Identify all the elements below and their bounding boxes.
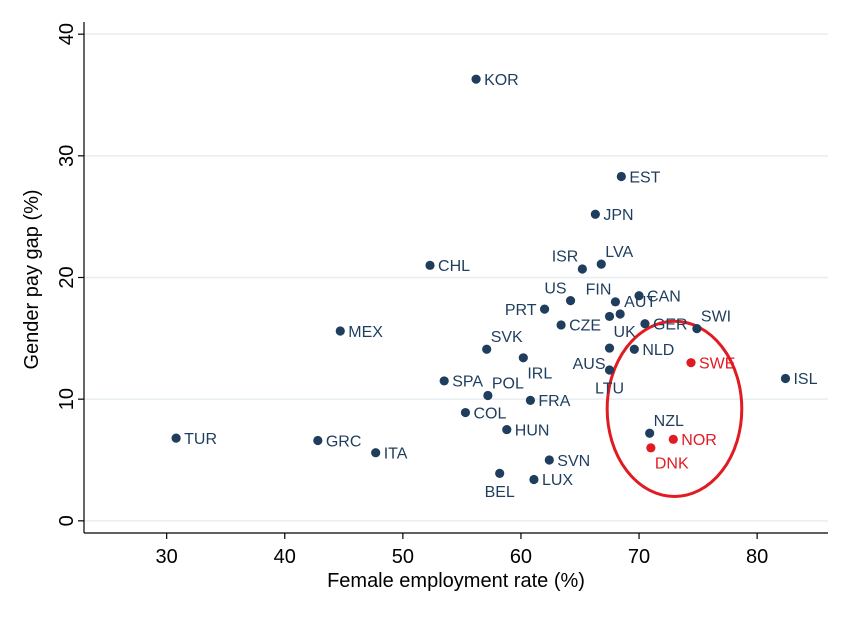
point-label-fra: FRA [538, 393, 570, 410]
grid-lines [84, 33, 828, 522]
point-label-swi: SWI [701, 308, 731, 325]
point-label-prt: PRT [505, 302, 537, 319]
point-uk [604, 311, 615, 322]
point-kor [471, 74, 481, 84]
point-label-dnk: DNK [655, 456, 689, 473]
point-label-ita: ITA [384, 445, 408, 462]
x-tick-label: 70 [628, 546, 650, 568]
point-label-chl: CHL [438, 258, 470, 275]
point-tur [171, 433, 181, 443]
x-tick-label: 30 [156, 546, 178, 568]
point-label-svn: SVN [557, 453, 590, 470]
highlight-ellipse-group [605, 319, 744, 498]
x-tick-label: 40 [274, 546, 296, 568]
point-prt [539, 304, 550, 314]
point-est [616, 171, 626, 182]
point-irl [518, 353, 528, 363]
point-mex [335, 326, 345, 336]
point-label-spa: SPA [452, 374, 483, 391]
point-svk [482, 344, 492, 354]
point-lux [529, 474, 539, 485]
point-label-kor: KOR [484, 72, 519, 89]
point-cze [556, 320, 566, 330]
y-axis-title: Gender pay gap (%) [21, 189, 43, 369]
point-dnk [646, 443, 656, 453]
point-lva [596, 259, 606, 269]
point-chl [425, 260, 435, 270]
y-tick-label: 20 [56, 266, 78, 288]
y-tick-label: 10 [56, 388, 78, 410]
point-label-uk: UK [614, 324, 637, 341]
point-nld [629, 344, 639, 354]
point-label-lva: LVA [605, 244, 633, 261]
point-label-ltu: LTU [595, 381, 624, 398]
point-label-bel: BEL [485, 484, 515, 501]
point-aus [604, 343, 615, 353]
point-label-ger: GER [653, 316, 688, 333]
y-tick-label: 40 [56, 23, 78, 45]
point-label-us: US [544, 280, 566, 297]
point-label-est: EST [629, 169, 660, 186]
point-label-jpn: JPN [603, 207, 633, 224]
point-label-nld: NLD [642, 342, 674, 359]
point-label-irl: IRL [527, 366, 552, 383]
point-label-svk: SVK [491, 329, 523, 346]
point-svn [544, 455, 554, 465]
point-spa [439, 376, 449, 386]
point-nor [668, 434, 678, 444]
point-pol [483, 390, 493, 401]
point-label-hun: HUN [515, 422, 550, 439]
x-tick-label: 60 [510, 546, 532, 568]
data-points: KOR EST JPN CHL LVA ISR FIN CAN US PRT AUT UK CZE GER… [171, 72, 818, 501]
point-us [565, 296, 576, 306]
point-label-isr: ISR [552, 249, 579, 266]
point-label-swe: SWE [699, 355, 735, 372]
point-label-pol: POL [492, 375, 524, 392]
point-bel [495, 468, 505, 478]
axes: 0 10 20 30 40 30 40 50 60 70 80 [56, 22, 828, 568]
point-label-isl: ISL [793, 371, 817, 388]
y-tick-label: 0 [56, 515, 78, 526]
point-swe [686, 358, 696, 368]
highlight-ellipse [605, 319, 744, 498]
point-label-tur: TUR [184, 431, 217, 448]
point-col [460, 407, 471, 418]
point-isr [577, 264, 587, 274]
point-jpn [590, 209, 600, 219]
point-hun [502, 424, 512, 435]
x-tick-label: 80 [746, 546, 768, 568]
y-tick-label: 30 [56, 145, 78, 167]
x-tick-label: 50 [392, 546, 414, 568]
point-fin [610, 297, 621, 307]
point-ger [640, 319, 650, 329]
x-axis-title: Female employment rate (%) [327, 570, 585, 592]
point-isl [780, 373, 791, 384]
point-ita [371, 448, 381, 458]
point-label-aut: AUT [624, 294, 656, 311]
point-label-mex: MEX [348, 324, 383, 341]
point-label-lux: LUX [542, 472, 573, 489]
point-label-fin: FIN [586, 282, 612, 299]
point-can [634, 291, 644, 301]
point-grc [313, 435, 323, 446]
point-label-grc: GRC [326, 433, 362, 450]
point-label-nor: NOR [681, 432, 717, 449]
point-fra [525, 395, 536, 405]
point-nzl [645, 428, 655, 438]
point-label-nzl: NZL [654, 413, 684, 430]
point-swi [692, 324, 702, 334]
point-label-can: CAN [647, 289, 681, 306]
point-ltu [604, 365, 615, 375]
point-label-cze: CZE [569, 318, 601, 335]
point-aut [615, 309, 625, 319]
point-label-aus: AUS [573, 356, 606, 373]
point-label-col: COL [473, 405, 506, 422]
